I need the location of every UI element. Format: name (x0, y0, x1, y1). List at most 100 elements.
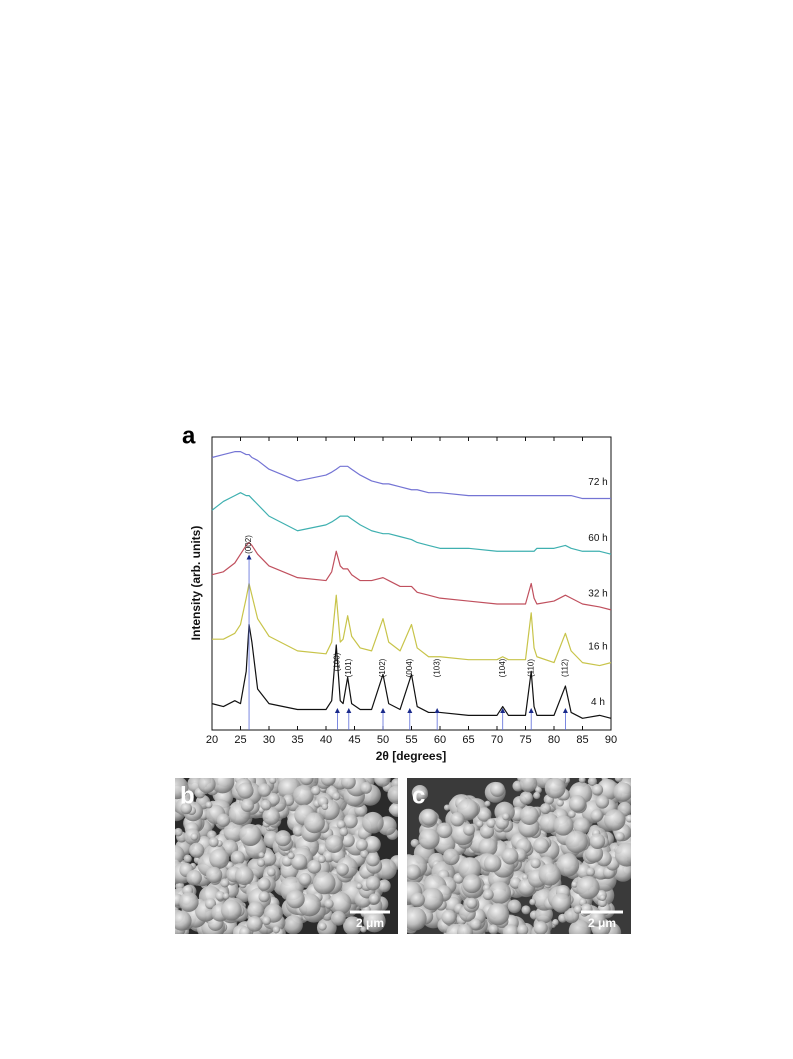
sem-particle (482, 889, 494, 901)
sem-particle (190, 832, 199, 841)
sem-particle (257, 858, 266, 867)
sem-particle (576, 876, 600, 900)
sem-particle (477, 807, 492, 822)
x-tick-label: 80 (548, 734, 560, 746)
series-label: 4 h (591, 697, 605, 708)
sem-particle (266, 867, 276, 877)
x-tick-label: 50 (377, 734, 389, 746)
sem-particle (625, 814, 631, 823)
sem-particle (366, 852, 380, 867)
sem-particle (261, 851, 277, 867)
panel-letter: a (182, 422, 196, 449)
sem-particle (483, 854, 502, 873)
sem-particle (221, 899, 242, 921)
sem-particle (580, 903, 593, 916)
sem-particle (590, 809, 604, 822)
sem-particle (307, 859, 322, 874)
sem-particle (180, 802, 193, 815)
reflection-label: (100) (333, 652, 342, 671)
sem-particle (436, 822, 453, 839)
sem-particle (578, 778, 586, 784)
sem-particle (339, 827, 349, 837)
sem-particle (410, 892, 425, 908)
sem-particle (205, 866, 223, 883)
x-tick-label: 60 (434, 734, 446, 746)
sem-particle (587, 778, 598, 787)
sem-particle (484, 800, 491, 807)
sem-particle (553, 815, 574, 836)
sem-particle (407, 864, 421, 880)
sem-particle (407, 906, 427, 931)
sem-particle (571, 881, 578, 888)
sem-particle (410, 838, 420, 848)
x-tick-label: 75 (519, 734, 531, 746)
x-tick-label: 90 (605, 734, 617, 746)
sem-particle (411, 785, 428, 802)
sem-particle (568, 795, 586, 813)
sem-particle (490, 782, 505, 797)
sem-particle (502, 812, 510, 821)
sem-particle (223, 821, 245, 843)
sem-particle (466, 897, 478, 909)
x-tick-label: 40 (320, 734, 332, 746)
x-tick-label: 45 (348, 734, 360, 746)
sem-particle (360, 849, 369, 859)
sem-particle (336, 863, 349, 876)
x-tick-label: 30 (263, 734, 275, 746)
sem-particle (552, 919, 559, 926)
sem-particle (487, 903, 510, 926)
panel-letter: b (180, 782, 195, 809)
sem-particle (502, 924, 519, 934)
sem-particle (363, 835, 381, 853)
sem-particle (599, 894, 606, 901)
sem-particle (328, 891, 352, 915)
sem-particle (519, 791, 533, 805)
sem-particle (573, 905, 583, 914)
sem-particle (551, 892, 572, 913)
sem-particle (538, 863, 561, 886)
sem-particle (469, 918, 482, 931)
sem-particle (521, 905, 531, 915)
sem-particle (272, 926, 280, 934)
sem-particle (420, 809, 438, 826)
sem-particle (175, 910, 192, 931)
sem-particle (340, 778, 356, 790)
sem-particle (186, 869, 202, 886)
sem-particle (568, 810, 576, 818)
sem-particle (341, 833, 355, 848)
sem-particle (220, 878, 230, 888)
sem-particle (556, 853, 580, 877)
reflection-label: (101) (344, 658, 353, 677)
reflection-marker (528, 708, 534, 713)
sem-particle (240, 798, 255, 812)
sem-particle (222, 892, 230, 900)
sem-particle (568, 919, 591, 934)
sem-particle (442, 848, 460, 866)
sem-particle (591, 784, 604, 796)
reflection-marker (246, 554, 252, 560)
sem-particle (463, 823, 476, 836)
sem-particle (299, 778, 314, 786)
xrd-curve (211, 451, 611, 500)
sem-particle (239, 823, 262, 847)
x-tick-label: 85 (576, 734, 588, 746)
sem-particle (304, 812, 325, 834)
reflection-marker (562, 708, 568, 713)
sem-particle (262, 916, 272, 926)
sem-particle (312, 871, 336, 895)
sem-particle (320, 778, 336, 787)
sem-particle (246, 915, 263, 932)
x-tick-label: 65 (462, 734, 474, 746)
series-label: 16 h (588, 641, 607, 652)
reflection-marker (380, 708, 386, 713)
sem-particle (274, 830, 292, 847)
sem-particle (458, 857, 482, 881)
sem-particle (507, 899, 522, 914)
sem-particle (614, 778, 623, 783)
sem-particle (365, 875, 381, 891)
sem-particle (343, 916, 363, 934)
reflection-marker (407, 708, 413, 713)
sem-particle (533, 791, 541, 800)
sem-particle (613, 782, 631, 802)
x-tick-label: 35 (291, 734, 303, 746)
